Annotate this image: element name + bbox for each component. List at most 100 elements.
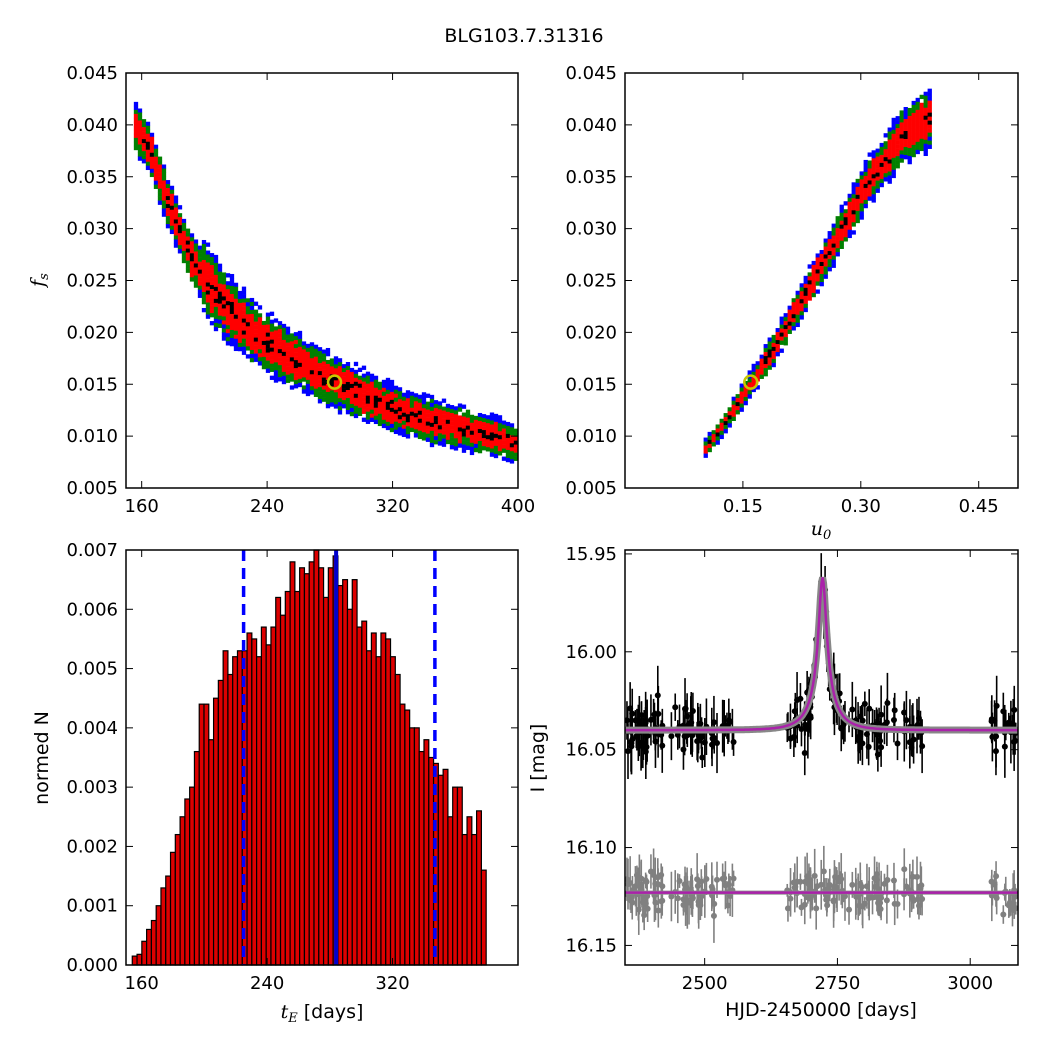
density-cell [325, 359, 331, 365]
density-cell [783, 317, 788, 322]
density-cell [815, 277, 820, 282]
density-cell [441, 406, 447, 411]
density-cell [501, 420, 507, 425]
density-cell [293, 372, 299, 377]
histogram-bar [179, 816, 186, 966]
density-cell [509, 423, 515, 428]
histogram-bar [366, 650, 372, 966]
histogram-bar [284, 590, 291, 966]
density-cell [751, 371, 756, 377]
histogram-bar [203, 703, 210, 966]
density-cell [477, 412, 483, 418]
density-cell [157, 196, 163, 201]
density-cell [923, 151, 928, 157]
density-cell [173, 203, 179, 208]
density-cell [229, 333, 235, 339]
density-cell [169, 197, 175, 203]
data-point [643, 743, 650, 750]
density-cell [405, 430, 411, 435]
density-cell [173, 243, 179, 248]
histogram-bar [193, 750, 200, 966]
p2-xtick-label: 320 [375, 973, 409, 994]
density-cell [333, 384, 339, 389]
density-cell [895, 120, 900, 125]
density-cell [887, 155, 892, 160]
density-cell [915, 121, 920, 127]
density-cell [357, 375, 363, 381]
density-cell [297, 374, 303, 380]
density-cell [505, 453, 511, 459]
density-cell [863, 183, 868, 189]
density-cell [477, 448, 483, 454]
density-cell [795, 310, 800, 316]
histogram-bar [275, 596, 282, 966]
residual-point [676, 878, 683, 885]
histogram-bar [131, 955, 138, 966]
histogram-bar [370, 632, 377, 966]
density-cell [201, 251, 207, 257]
density-cell [149, 152, 155, 158]
density-cell [469, 438, 475, 444]
density-cell [911, 148, 916, 154]
density-cell [445, 423, 451, 429]
density-cell [871, 178, 876, 183]
density-cell [185, 260, 191, 265]
density-cell [301, 373, 307, 378]
density-cell [337, 390, 343, 395]
density-cell [305, 359, 311, 365]
density-cell [887, 135, 892, 140]
density-cell [851, 206, 856, 211]
density-cell [417, 414, 423, 420]
density-cell [173, 227, 179, 232]
density-cell [417, 426, 423, 432]
histogram-bar [461, 833, 468, 966]
density-cell [305, 379, 311, 385]
density-cell [241, 338, 247, 343]
density-cell [923, 91, 928, 97]
p3-ytick-label: 16.05 [565, 740, 617, 761]
density-cell [313, 392, 319, 397]
data-point [849, 706, 856, 713]
density-cell [349, 403, 355, 409]
density-cell [225, 273, 231, 278]
density-cell [751, 387, 756, 393]
density-cell [209, 277, 215, 282]
density-cell [213, 326, 219, 332]
density-cell [133, 101, 139, 107]
density-cell [229, 289, 235, 295]
p1-ytick-label: 0.030 [565, 219, 617, 240]
density-cell [365, 399, 371, 404]
density-cell [851, 182, 856, 187]
p3-xtick-label: 2750 [815, 973, 861, 994]
density-cell [133, 137, 139, 143]
best-fit-marker [743, 374, 759, 390]
density-cell [401, 424, 407, 430]
density-cell [919, 138, 924, 144]
density-cell [225, 309, 231, 314]
density-cell [831, 251, 836, 256]
density-cell [273, 362, 279, 367]
density-cell [153, 184, 159, 189]
histogram-bar [356, 626, 363, 966]
density-cell [927, 92, 932, 97]
density-cell [297, 378, 303, 384]
density-cell [225, 285, 231, 290]
density-cell [361, 405, 367, 410]
density-cell [361, 373, 367, 378]
density-cell [763, 356, 768, 361]
density-cell [233, 322, 239, 328]
density-cell [297, 334, 303, 340]
density-cell [417, 402, 423, 408]
density-cell [429, 402, 435, 408]
data-point [651, 711, 658, 718]
density-cell [927, 108, 932, 113]
density-cell [309, 386, 315, 391]
density-cell [863, 191, 868, 197]
density-cell [197, 269, 203, 274]
density-cell [723, 413, 728, 418]
histogram-bar [351, 579, 358, 966]
density-cell [145, 149, 151, 155]
density-cell [827, 251, 832, 256]
density-cell [497, 427, 503, 432]
density-cell [465, 413, 471, 418]
